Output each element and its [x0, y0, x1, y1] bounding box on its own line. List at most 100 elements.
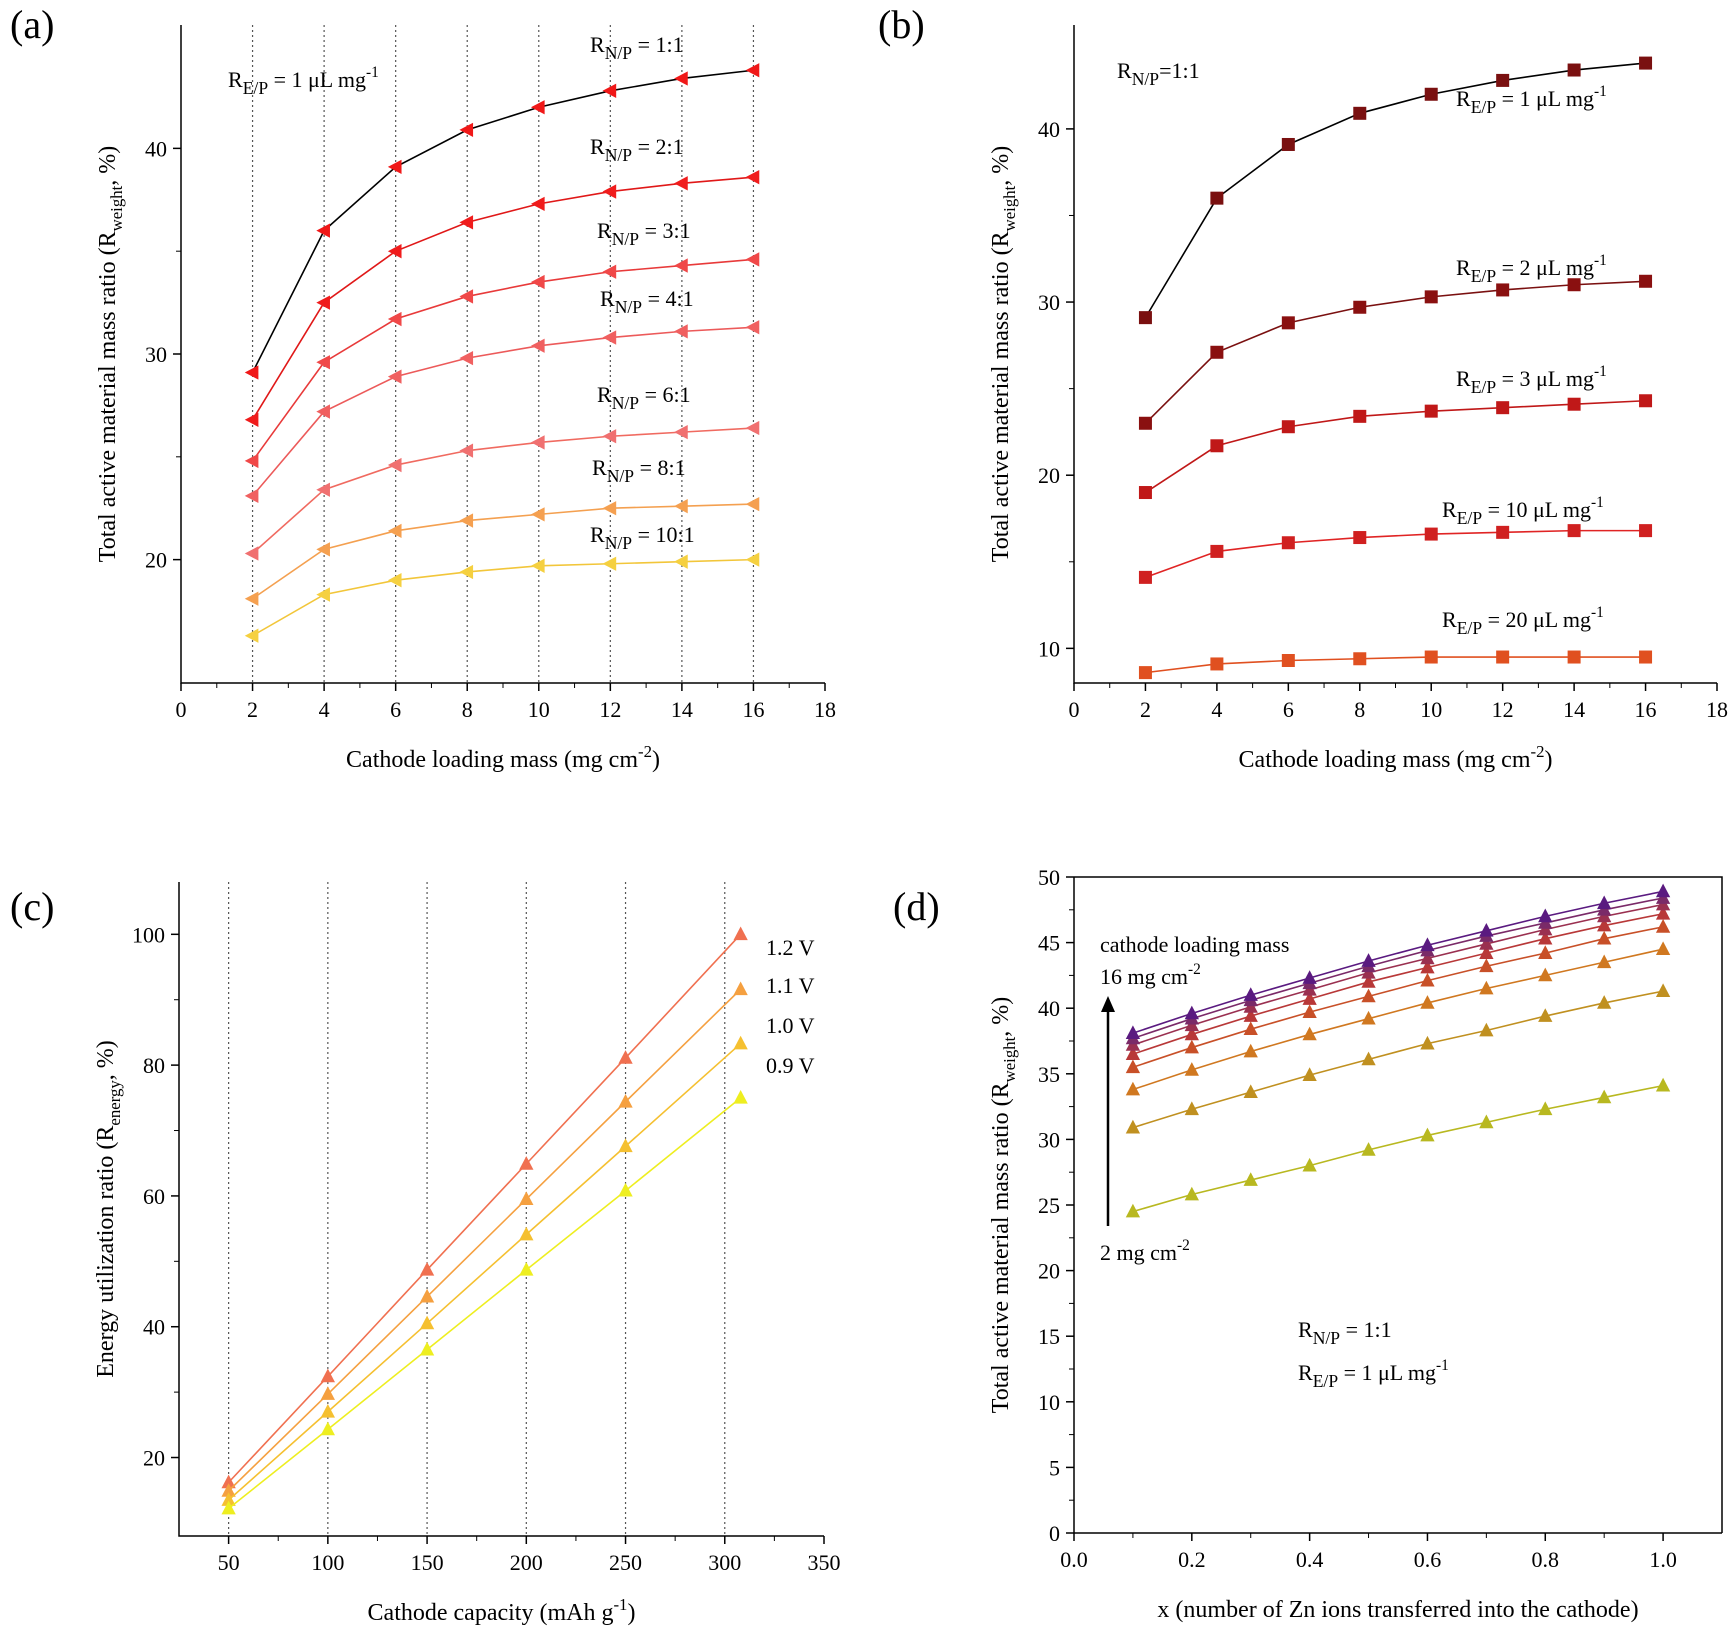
data-point: [1302, 1004, 1317, 1018]
series-line: [1132, 897, 1664, 1040]
series-label: 1.1 V: [766, 973, 815, 998]
data-point: [1567, 524, 1581, 538]
data-point: [618, 1182, 633, 1197]
y-tick-label: 40: [145, 136, 167, 161]
series-1-0-V: 1.0 V: [221, 1013, 815, 1506]
data-point: [1655, 941, 1671, 956]
data-point: [602, 330, 617, 345]
chart-panel-b: (b) 0 2 4 6 8 10 12 14 16 18 10 20 30 40 Cathode loadin…: [878, 2, 1728, 773]
series-line: [1132, 948, 1664, 1091]
x-tick-label: 18: [814, 697, 836, 722]
series-label: RN/P = 1:1: [590, 32, 684, 63]
data-point: [387, 457, 402, 473]
data-point: [316, 482, 330, 497]
data-point: [1125, 1059, 1141, 1074]
data-point: [1424, 650, 1438, 664]
data-point: [530, 196, 545, 212]
x-tick-label: 350: [808, 1550, 841, 1575]
x-tick-label: 200: [510, 1550, 543, 1575]
data-point: [1420, 1035, 1435, 1050]
series-2: [1125, 1077, 1671, 1218]
series-label: RE/P = 2 μL mg-1: [1456, 252, 1607, 286]
data-point: [419, 1262, 435, 1276]
data-point: [221, 1492, 236, 1506]
data-point: [1302, 1067, 1317, 1081]
data-point: [602, 184, 617, 199]
series-line: [1132, 1084, 1664, 1213]
y-axis-label: Total active material mass ratio (Rweigh…: [988, 146, 1019, 563]
data-point: [1597, 917, 1612, 932]
y-axis-label: Energy utilization ratio (Renergy, %): [93, 1040, 124, 1378]
series-2-1: RN/P = 2:1: [244, 134, 760, 427]
data-point: [1655, 919, 1671, 933]
x-tick-label: 0.8: [1532, 1547, 1560, 1572]
x-tick-label: 12: [599, 697, 621, 722]
data-point: [1138, 570, 1152, 584]
data-point: [1361, 1142, 1376, 1156]
data-point: [733, 981, 748, 996]
y-tick-label: 100: [132, 922, 165, 947]
series-4: [1125, 983, 1671, 1134]
series-line: [1145, 399, 1646, 494]
data-point: [1353, 409, 1367, 423]
data-point: [1597, 995, 1612, 1009]
y-tick-label: 60: [143, 1184, 165, 1209]
data-point: [1420, 1127, 1435, 1142]
data-point: [674, 554, 688, 569]
data-point: [1639, 56, 1653, 70]
y-tick-label: 10: [1038, 1390, 1060, 1415]
data-point: [1567, 397, 1581, 411]
series-line: [1144, 62, 1646, 319]
y-tick-label: 40: [1038, 996, 1060, 1021]
x-tick-label: 18: [1706, 697, 1728, 722]
data-point: [320, 1386, 335, 1400]
series-line: [251, 69, 754, 373]
data-point: [618, 1138, 633, 1153]
data-point: [1424, 527, 1438, 541]
axis-lines: [178, 882, 824, 1537]
data-point: [459, 350, 474, 366]
y-tick-label: 0: [1049, 1521, 1060, 1546]
data-point: [459, 289, 474, 304]
data-point: [1353, 531, 1367, 545]
data-point: [745, 63, 760, 78]
data-point: [244, 412, 259, 427]
series-1-1-V: 1.1 V: [221, 973, 815, 1497]
panel-label: (b): [878, 2, 925, 47]
data-point: [1420, 959, 1435, 974]
data-point: [1243, 1172, 1258, 1186]
panel-label: (d): [893, 884, 940, 929]
series-6-1: RN/P = 6:1: [244, 382, 760, 561]
data-point: [745, 420, 760, 436]
data-point: [1597, 1089, 1612, 1104]
y-tick-label: 30: [145, 342, 167, 367]
data-point: [1597, 954, 1612, 969]
x-tick-label: 0.0: [1060, 1547, 1088, 1572]
annotation-rnp: RN/P=1:1: [1117, 58, 1200, 89]
data-point: [530, 507, 545, 522]
data-point: [387, 523, 402, 538]
x-tick-label: 0: [176, 697, 187, 722]
x-tick-label: 0.6: [1414, 1547, 1442, 1572]
x-tick-label: 10: [1420, 697, 1442, 722]
series-12: [1125, 896, 1671, 1051]
data-point: [530, 274, 545, 290]
data-point: [530, 558, 545, 573]
annotation-rep: RE/P = 1 μL mg-1: [1298, 1357, 1449, 1391]
x-tick-label: 2: [247, 697, 258, 722]
series-label: 1.2 V: [766, 935, 815, 960]
series-line: [1132, 903, 1664, 1046]
data-point: [674, 71, 688, 86]
x-tick-label: 8: [462, 697, 473, 722]
data-point: [519, 1262, 534, 1276]
data-point: [1281, 420, 1295, 434]
y-tick-label: 40: [1038, 117, 1060, 142]
y-tick-label: 20: [1038, 463, 1060, 488]
y-tick-label: 40: [143, 1315, 165, 1340]
data-point: [1639, 524, 1653, 538]
x-tick-label: 1.0: [1649, 1547, 1677, 1572]
data-point: [244, 546, 259, 561]
data-point: [387, 159, 402, 175]
data-point: [387, 369, 402, 384]
data-point: [602, 429, 617, 444]
